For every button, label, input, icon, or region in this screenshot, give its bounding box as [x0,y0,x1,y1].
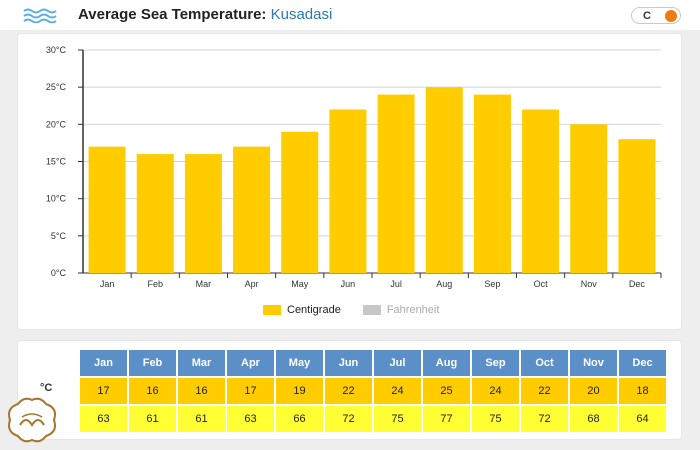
celsius-cell: 22 [325,378,372,404]
fahrenheit-cell: 63 [227,406,274,432]
month-header: Jul [374,350,421,376]
fahrenheit-cell: 61 [129,406,176,432]
celsius-cell: 22 [521,378,568,404]
celsius-cell: 20 [570,378,617,404]
fahrenheit-cell: 66 [276,406,323,432]
x-tick-label: Jul [390,279,402,289]
x-tick-label: Apr [245,279,259,289]
x-tick-label: Sep [484,279,500,289]
celsius-cell: 19 [276,378,323,404]
fahrenheit-cell: 64 [619,406,666,432]
celsius-row-label: °C [40,382,53,394]
fahrenheit-cell: 77 [423,406,470,432]
celsius-cell: 17 [227,378,274,404]
celsius-cell: 24 [374,378,421,404]
header-bar: Average Sea Temperature: Kusadasi C [0,0,700,30]
temperature-table-panel: °C °F Jan Feb Mar Apr May Jun Jul Aug Se… [17,340,682,440]
y-tick-label: 30°C [46,45,67,55]
bar-may [281,131,319,273]
fahrenheit-cell: 72 [521,406,568,432]
x-tick-label: Aug [436,279,452,289]
fahrenheit-row: 63 61 61 63 66 72 75 77 75 72 68 64 [80,406,666,432]
celsius-cell: 18 [619,378,666,404]
month-header: May [276,350,323,376]
month-header: Feb [129,350,176,376]
month-header: Apr [227,350,274,376]
celsius-cell: 24 [472,378,519,404]
bar-apr [233,146,271,273]
x-tick-label: Oct [534,279,549,289]
sea-temperature-chart: 0°C 5°C 10°C 15°C 20°C 25°C 30°C Jan Feb Mar Apr Ma… [46,45,662,289]
unit-toggle-label: C [643,9,651,22]
bar-mar [184,154,222,273]
month-header: Oct [521,350,568,376]
legend-label-fahrenheit: Fahrenheit [386,304,440,316]
bar-jan [88,146,126,273]
bar-jul [377,94,415,273]
celsius-cell: 16 [178,378,225,404]
fahrenheit-cell: 75 [374,406,421,432]
temperature-table: Jan Feb Mar Apr May Jun Jul Aug Sep Oct … [78,348,668,434]
x-tick-label: Nov [581,279,598,289]
month-header: Dec [619,350,666,376]
x-tick-label: Dec [629,279,646,289]
y-tick-label: 5°C [51,231,67,241]
x-tick-label: May [291,279,309,289]
legend-swatch-fahrenheit [362,305,381,315]
x-tick-label: Feb [147,279,163,289]
bar-nov [570,124,608,273]
unit-toggle[interactable]: C [631,7,681,24]
chart-legend: Centigrade Fahrenheit [263,304,461,316]
fahrenheit-cell: 75 [472,406,519,432]
bar-aug [425,87,463,273]
fahrenheit-cell: 68 [570,406,617,432]
month-header: Nov [570,350,617,376]
y-tick-label: 20°C [46,119,67,129]
month-header: Mar [178,350,225,376]
celsius-cell: 25 [423,378,470,404]
x-tick-label: Jun [341,279,356,289]
month-header: Jun [325,350,372,376]
y-tick-label: 15°C [46,157,67,167]
x-tick-label: Mar [196,279,212,289]
month-header-row: Jan Feb Mar Apr May Jun Jul Aug Sep Oct … [80,350,666,376]
legend-item-centigrade[interactable]: Centigrade [263,304,341,316]
bar-oct [522,109,560,273]
y-tick-label: 10°C [46,194,67,204]
bar-jun [329,109,367,273]
page-title: Average Sea Temperature: Kusadasi [78,6,332,23]
bar-feb [136,154,174,273]
celsius-cell: 17 [80,378,127,404]
chart-panel: 0°C 5°C 10°C 15°C 20°C 25°C 30°C Jan Feb Mar Apr Ma… [17,33,682,330]
month-header: Jan [80,350,127,376]
x-tick-label: Jan [100,279,115,289]
celsius-row: 17 16 16 17 19 22 24 25 24 22 20 18 [80,378,666,404]
location-name: Kusadasi [270,6,333,23]
watermark-logo [8,397,56,443]
month-header: Aug [423,350,470,376]
toggle-knob-icon [665,10,677,22]
month-header: Sep [472,350,519,376]
title-text: Average Sea Temperature: [78,6,267,23]
y-tick-label: 25°C [46,82,67,92]
bar-sep [473,94,511,273]
legend-swatch-centigrade [263,305,281,315]
fahrenheit-cell: 61 [178,406,225,432]
bar-dec [618,139,656,273]
waves-icon [23,8,57,23]
fahrenheit-cell: 72 [325,406,372,432]
y-tick-label: 0°C [51,268,67,278]
celsius-cell: 16 [129,378,176,404]
legend-item-fahrenheit[interactable]: Fahrenheit [362,304,440,316]
fahrenheit-cell: 63 [80,406,127,432]
legend-label-centigrade: Centigrade [287,304,341,316]
